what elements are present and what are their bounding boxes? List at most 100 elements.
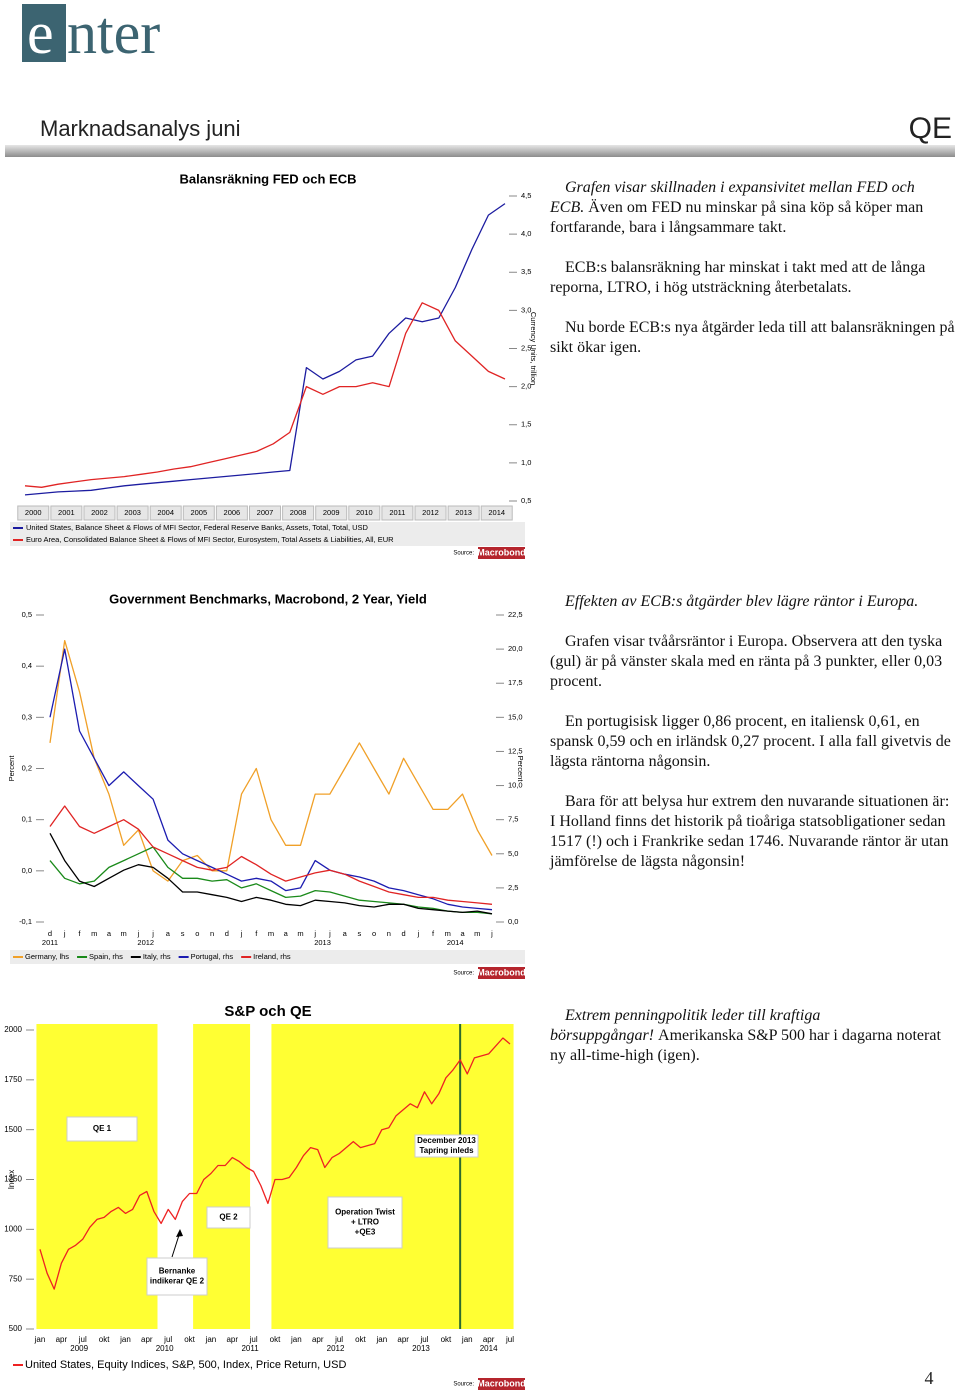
header-title: Marknadsanalys juni	[40, 116, 241, 141]
x-label-box	[348, 505, 381, 521]
body-text: Även om FED nu minskar på sina köp så kö…	[550, 199, 924, 236]
x-tick-label: 2007	[257, 508, 274, 517]
x-label-box	[315, 505, 348, 521]
x-tick-label: f	[78, 929, 81, 938]
x-tick-label: apr	[397, 1335, 409, 1344]
x-tick-label: jul	[505, 1335, 514, 1344]
paragraph: En portugisisk ligger 0,86 procent, en i…	[550, 712, 955, 772]
y-tick-label: 2,5	[521, 343, 531, 352]
x-tick-label: a	[284, 929, 289, 938]
y-tick-label: 0,1	[22, 815, 32, 824]
qe-period	[36, 1024, 158, 1329]
legend-label: Ireland, rhs	[253, 952, 291, 961]
y-tick-label: 4,0	[521, 229, 531, 238]
y-tick-label: 0,5	[521, 496, 531, 505]
header-band	[5, 145, 955, 157]
y-tick-label: 1250	[4, 1175, 22, 1184]
x-tick-label: apr	[226, 1335, 238, 1344]
series-line	[49, 832, 493, 915]
x-tick-label: m	[445, 929, 451, 938]
x-tick-label: 2005	[190, 508, 207, 517]
x-tick-label: s	[181, 929, 185, 938]
x-tick-label: n	[387, 929, 391, 938]
x-tick-label: 2000	[25, 508, 42, 517]
x-group-label: 2013	[314, 938, 331, 947]
x-tick-label: j	[490, 929, 493, 938]
x-tick-label: a	[107, 929, 112, 938]
x-tick-label: apr	[141, 1335, 153, 1344]
legend-label: United States, Equity Indices, S&P, 500,…	[25, 1359, 346, 1371]
x-label-box	[215, 505, 248, 521]
x-label-box	[182, 505, 215, 521]
y-tick-label: 750	[9, 1274, 23, 1283]
x-tick-label: apr	[312, 1335, 324, 1344]
x-label-box	[83, 505, 116, 521]
x-tick-label: a	[343, 929, 348, 938]
qe-period	[271, 1024, 514, 1329]
x-tick-label: m	[268, 929, 274, 938]
source-logo: Macrobond	[477, 967, 526, 977]
annotation-box	[66, 1116, 138, 1142]
lead-text: Grafen visar skillnaden i expansivitet m…	[550, 179, 915, 216]
annotation-text: Operation Twist	[335, 1208, 395, 1217]
chart: Balansräkning FED och ECB 0,5 1,0 1,5 2,0 2,5…	[10, 171, 538, 559]
x-label-box	[381, 505, 414, 521]
x-tick-label: j	[151, 929, 154, 938]
x-tick-label: j	[240, 929, 243, 938]
x-tick-label: okt	[99, 1335, 110, 1344]
x-tick-label: 2003	[124, 508, 141, 517]
x-label-box	[50, 505, 83, 521]
y-tick-label: 17,5	[508, 678, 523, 687]
x-tick-label: okt	[441, 1335, 452, 1344]
y-tick-label: 0,4	[22, 661, 32, 670]
x-tick-label: jul	[420, 1335, 429, 1344]
y-tick-label: 0,5	[22, 610, 32, 619]
x-tick-label: 2004	[157, 508, 174, 517]
y-tick-label: 1,5	[521, 420, 531, 429]
logo-text: nter	[67, 0, 160, 66]
x-tick-label: 2006	[224, 508, 241, 517]
page-number: 4	[925, 1368, 934, 1388]
y-tick-label: 2000	[4, 1025, 22, 1034]
axis-label: Percent	[7, 755, 16, 782]
body-text: Nu borde ECB:s nya åtgärder leda till at…	[550, 319, 955, 356]
paragraph: Effekten av ECB:s åtgärder blev lägre rä…	[550, 592, 955, 612]
legend-label: Portugal, rhs	[191, 952, 234, 961]
annotation-arrowhead	[176, 1229, 183, 1237]
source-label: Source:	[453, 971, 474, 977]
source-logo: Macrobond	[477, 1378, 526, 1388]
x-tick-label: apr	[483, 1335, 495, 1344]
x-tick-label: m	[91, 929, 97, 938]
x-tick-label: okt	[270, 1335, 281, 1344]
legend-label: Euro Area, Consolidated Balance Sheet & …	[26, 535, 394, 544]
x-tick-label: j	[416, 929, 419, 938]
chart-title: Government Benchmarks, Macrobond, 2 Year…	[109, 591, 427, 606]
y-tick-label: 3,0	[521, 305, 531, 314]
y-tick-label: 2,5	[508, 883, 518, 892]
x-group-label: 2014	[480, 1344, 498, 1353]
annotation-text: Tapring inleds	[419, 1146, 474, 1155]
axis-label: Percent	[516, 756, 525, 783]
legend-label: United States, Balance Sheet & Flows of …	[26, 523, 369, 532]
source-logo-box	[478, 547, 525, 559]
legend-label: Germany, lhs	[25, 952, 69, 961]
series-line	[49, 805, 493, 905]
x-group-label: 2011	[241, 1344, 259, 1353]
y-tick-label: 20,0	[508, 644, 523, 653]
body-text: Grafen visar tvåårsräntor i Europa. Obse…	[550, 633, 943, 690]
annotation-text: QE 1	[93, 1124, 112, 1133]
x-tick-label: 2011	[389, 508, 405, 517]
x-tick-label: jul	[78, 1335, 87, 1344]
x-tick-label: 2013	[455, 508, 472, 517]
x-tick-label: jul	[249, 1335, 258, 1344]
x-tick-label: okt	[184, 1335, 195, 1344]
x-tick-label: m	[121, 929, 127, 938]
x-group-label: 2012	[327, 1344, 345, 1353]
x-tick-label: jan	[461, 1335, 473, 1344]
y-tick-label: 1500	[4, 1125, 22, 1134]
annotation-box	[414, 1134, 479, 1158]
source-logo: Macrobond	[477, 547, 526, 557]
x-tick-label: jan	[205, 1335, 217, 1344]
